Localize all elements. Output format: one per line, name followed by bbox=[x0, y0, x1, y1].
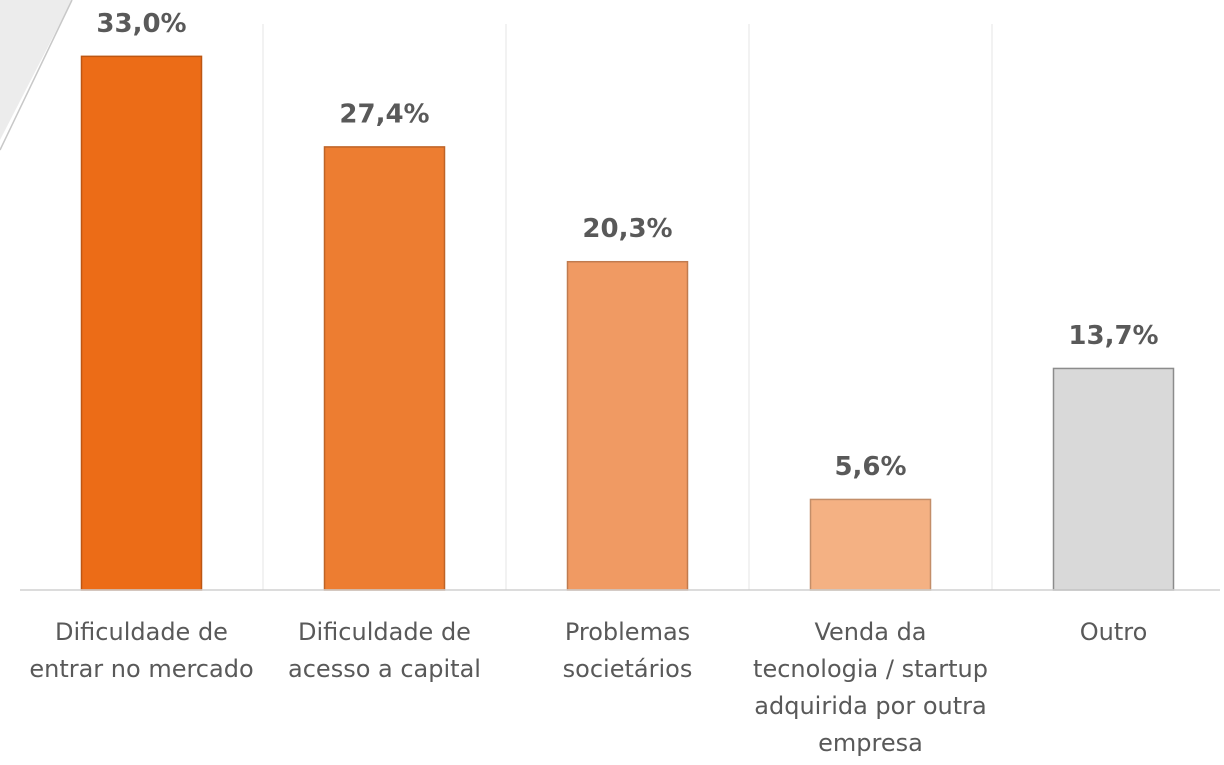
x-tick-label: Problemas societários bbox=[563, 618, 693, 683]
value-label: 13,7% bbox=[1068, 321, 1158, 351]
bar bbox=[80, 55, 203, 591]
x-tick-label: Outro bbox=[1080, 618, 1148, 646]
x-tick-label: Dificuldade de entrar no mercado bbox=[29, 618, 253, 683]
corner-decoration bbox=[0, 0, 72, 140]
x-tick-label: Venda da tecnologia / startup adquirida po… bbox=[753, 618, 988, 757]
value-label: 27,4% bbox=[339, 99, 429, 129]
value-label: 5,6% bbox=[834, 452, 906, 482]
value-label: 20,3% bbox=[582, 214, 672, 244]
bar bbox=[809, 498, 932, 591]
corner-line bbox=[0, 0, 73, 151]
bar bbox=[1052, 367, 1175, 591]
value-label: 33,0% bbox=[96, 9, 186, 39]
x-tick-label: Dificuldade de acesso a capital bbox=[288, 618, 481, 683]
bar bbox=[323, 146, 446, 591]
bar bbox=[566, 260, 689, 591]
